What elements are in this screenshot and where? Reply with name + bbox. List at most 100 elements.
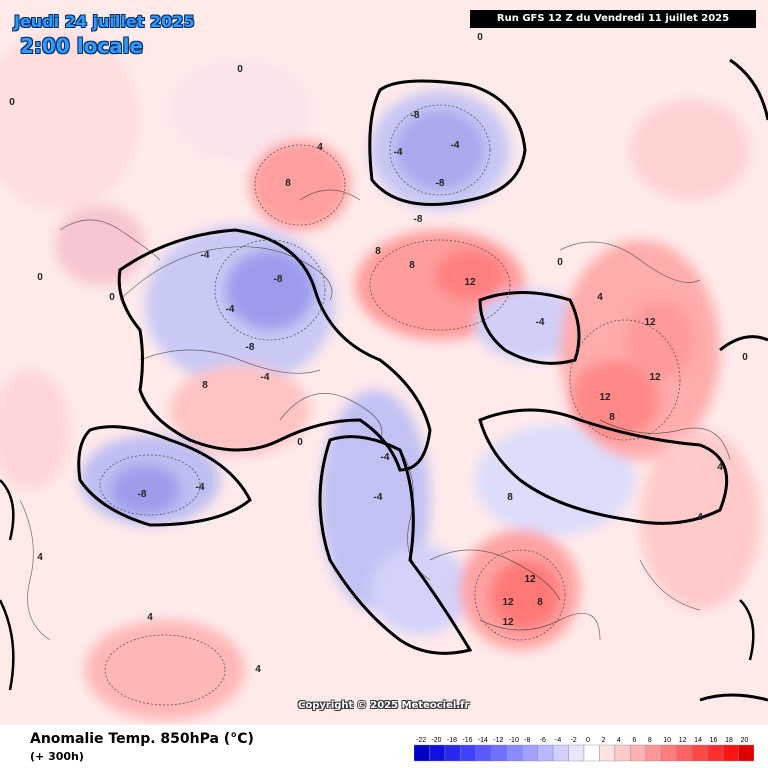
contour-label: 8 xyxy=(507,492,513,503)
contour-label: -4 xyxy=(394,147,403,158)
contour-label: -4 xyxy=(381,452,390,463)
legend-tick-label: 0 xyxy=(586,737,590,744)
legend-tick-label: 18 xyxy=(725,737,733,744)
legend-tick-label: -14 xyxy=(478,737,488,744)
contour-label: 4 xyxy=(147,612,153,623)
legend-swatch xyxy=(738,744,754,762)
legend-tick-label: -6 xyxy=(540,737,546,744)
contour-label: -8 xyxy=(138,489,147,500)
contour-label: 0 xyxy=(557,257,563,268)
variable-title: Anomalie Temp. 850hPa (°C) xyxy=(30,731,254,747)
legend-swatch xyxy=(460,744,477,762)
legend-tick-label: 14 xyxy=(694,737,702,744)
legend-swatch xyxy=(691,744,708,762)
contour-label: 12 xyxy=(502,597,514,608)
contour-label: -8 xyxy=(246,342,255,353)
isolines xyxy=(99,104,681,706)
legend-tick-label: 2 xyxy=(601,737,605,744)
contour-label: 8 xyxy=(202,380,208,391)
contour-label: 12 xyxy=(599,392,611,403)
legend-tick-label: -10 xyxy=(509,737,519,744)
contour-label: 12 xyxy=(649,372,661,383)
legend-swatch xyxy=(614,744,631,762)
contour-label: 12 xyxy=(464,277,476,288)
legend-swatch xyxy=(661,744,677,762)
legend-swatch xyxy=(722,744,739,762)
forecast-date: Jeudi 24 juillet 2025 xyxy=(14,12,195,31)
legend-tick-label: 16 xyxy=(710,737,718,744)
contour-label: 4 xyxy=(597,292,603,303)
contour-label: 8 xyxy=(537,597,543,608)
legend-tick-label: 4 xyxy=(617,737,621,744)
legend-swatch xyxy=(444,744,461,762)
contour-label: 0 xyxy=(297,437,303,448)
legend-tick-label: -2 xyxy=(571,737,577,744)
contour-label: 4 xyxy=(717,462,723,473)
legend-swatch xyxy=(630,744,647,762)
legend-tick-label: -22 xyxy=(416,737,426,744)
contour-label: 4 xyxy=(37,552,43,563)
legend-swatch xyxy=(676,744,693,762)
color-legend: -22 -20 -18 -16 -14 -12 -10 -8 -6 -4 -2 0 2 4 6 8 10 12 14… xyxy=(414,737,754,762)
legend-tick-label: 10 xyxy=(663,737,671,744)
contour-label: 8 xyxy=(609,412,615,423)
contour-label: 12 xyxy=(524,574,536,585)
legend-tick-label: 12 xyxy=(679,737,687,744)
legend-tick-label: -20 xyxy=(431,737,441,744)
contour-label: 0 xyxy=(9,97,15,108)
contour-label: -4 xyxy=(201,250,210,261)
legend-swatch xyxy=(521,744,538,762)
contour-label: -8 xyxy=(414,214,423,225)
contour-label: 8 xyxy=(375,246,381,257)
contour-label: 0 xyxy=(37,272,43,283)
contour-label: 0 xyxy=(109,292,115,303)
contour-label: 4 xyxy=(697,512,703,523)
map-border-fragments xyxy=(0,479,755,691)
contour-label: 0 xyxy=(477,32,483,43)
legend-swatch xyxy=(491,744,507,762)
contour-label: -8 xyxy=(411,110,420,121)
legend-tick-label: -4 xyxy=(555,737,561,744)
copyright-notice: Copyright © 2025 Meteociel.fr xyxy=(298,700,470,711)
legend-swatch xyxy=(537,744,554,762)
legend-swatch xyxy=(552,744,569,762)
contour-label: -4 xyxy=(226,304,235,315)
legend-tick-label: 8 xyxy=(648,737,652,744)
legend-swatch xyxy=(599,744,616,762)
contour-label: -4 xyxy=(261,372,270,383)
legend-tick-label: -12 xyxy=(493,737,503,744)
legend-swatch xyxy=(645,744,662,762)
legend-tick-label: -8 xyxy=(524,737,530,744)
contour-label: 12 xyxy=(644,317,656,328)
contour-label: 0 xyxy=(237,64,243,75)
forecast-time: 2:00 locale xyxy=(20,34,144,58)
legend-swatch xyxy=(429,744,446,762)
zero-contours xyxy=(77,58,768,702)
contour-label: 4 xyxy=(255,664,261,675)
contour-label: 8 xyxy=(409,260,415,271)
lead-time: (+ 300h) xyxy=(30,750,84,763)
contour-label: 12 xyxy=(502,617,514,628)
contour-label: 0 xyxy=(742,352,748,363)
contour-label: 8 xyxy=(285,178,291,189)
legend-swatch xyxy=(568,744,585,762)
anomaly-shading xyxy=(0,30,760,720)
legend-tick-label: 20 xyxy=(741,737,749,744)
contour-label: 4 xyxy=(317,142,323,153)
legend-swatch xyxy=(583,744,600,762)
contour-label: -8 xyxy=(436,178,445,189)
legend-swatch xyxy=(414,744,430,762)
legend-tick-label: -16 xyxy=(462,737,472,744)
legend-swatch xyxy=(707,744,724,762)
legend-tick-label: 6 xyxy=(632,737,636,744)
contour-label: -4 xyxy=(196,482,205,493)
contour-label: -4 xyxy=(451,140,460,151)
legend-swatch xyxy=(506,744,523,762)
anomaly-map: -8 -4 -4 -8 -8 -4 -8 -4 -8 -4 -8 -4 -4 -4 8 8 12 8 12 12 12 1… xyxy=(0,0,768,725)
contour-label: -4 xyxy=(536,317,545,328)
contour-labels: -8 -4 -4 -8 -8 -4 -8 -4 -8 -4 -8 -4 -4 -4 8 8 12 8 12 12 12 1… xyxy=(9,32,748,675)
footer: Anomalie Temp. 850hPa (°C) (+ 300h) -22-… xyxy=(0,725,768,768)
contour-label: -8 xyxy=(274,274,283,285)
run-info-banner: Run GFS 12 Z du Vendredi 11 juillet 2025 xyxy=(470,10,756,28)
legend-swatch xyxy=(475,744,492,762)
